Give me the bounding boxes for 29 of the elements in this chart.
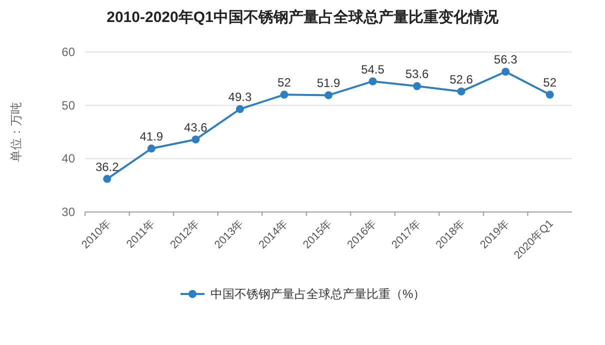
data-label: 52.6	[450, 72, 474, 86]
point	[147, 144, 156, 153]
point	[324, 91, 332, 100]
data-label: 53.6	[405, 67, 430, 82]
y-tick-label: 60	[62, 45, 76, 59]
point	[192, 135, 200, 144]
data-label: 43.6	[184, 120, 208, 134]
data-label: 56.3	[494, 52, 518, 67]
point	[546, 90, 554, 99]
point	[413, 82, 422, 90]
data-label: 49.3	[228, 90, 252, 104]
point	[502, 68, 510, 76]
legend-label: 中国不锈钢产量占全球总产量比重（%）	[210, 287, 426, 301]
point	[457, 87, 466, 96]
y-tick-label: 40	[62, 152, 76, 166]
y-tick-label: 30	[62, 205, 76, 219]
point	[368, 77, 377, 86]
data-label: 54.5	[361, 62, 385, 76]
data-label: 51.9	[316, 76, 340, 90]
data-label: 41.9	[140, 130, 164, 144]
point	[236, 105, 244, 114]
y-tick-label: 50	[62, 98, 76, 112]
data-label: 36.2	[95, 160, 120, 174]
point	[103, 174, 112, 183]
point	[280, 90, 288, 99]
data-label: 52	[278, 76, 292, 90]
data-label: 52	[543, 76, 557, 90]
chart-title: 2010-2020年Q1中国不锈钢产量占全球总产量比重变化情况	[106, 8, 500, 26]
y-axis-title: 单位：万吨	[9, 102, 23, 162]
